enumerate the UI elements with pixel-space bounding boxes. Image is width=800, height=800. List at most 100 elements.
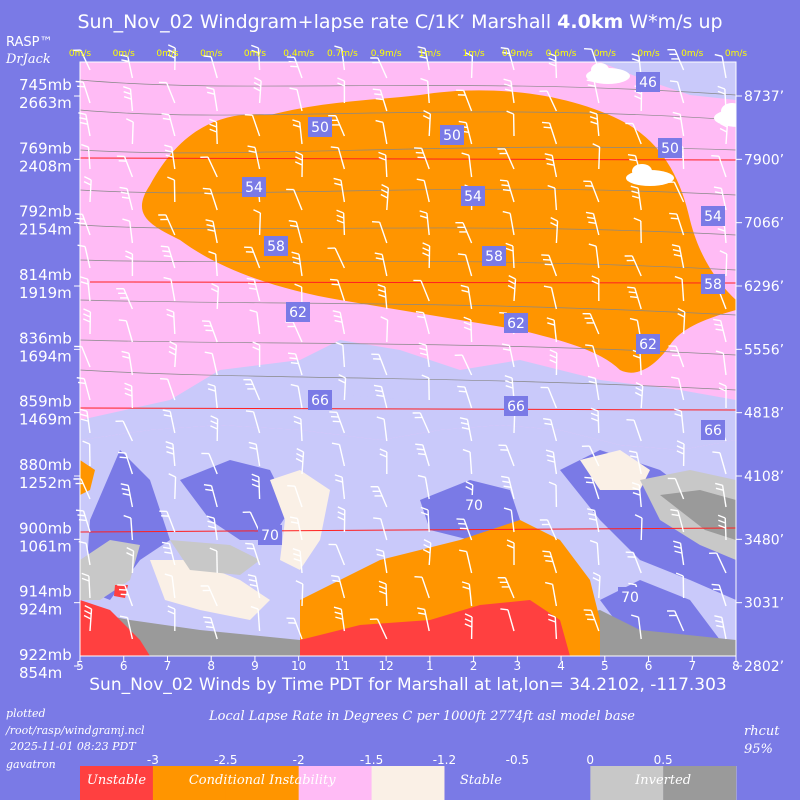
barb-feather: [711, 154, 719, 157]
barb-staff: [207, 585, 218, 607]
wind-barb: [677, 308, 686, 335]
barb-staff: [461, 354, 473, 376]
wind-barb: [671, 244, 685, 269]
barb-feather: [292, 124, 301, 128]
wind-barb: [673, 540, 685, 566]
wind-barb: [719, 117, 729, 145]
barb-feather: [421, 374, 430, 379]
legend-swatch: [80, 766, 154, 800]
legend-swatch-light: [590, 766, 664, 800]
level-lines: [80, 157, 736, 533]
barb-feather: [292, 548, 301, 552]
barb-staff: [170, 279, 176, 302]
wind-barb: [333, 177, 346, 203]
barb-staff: [424, 48, 430, 71]
barb-staff: [89, 609, 93, 632]
barb-feather: [676, 450, 685, 455]
barb-feather: [626, 418, 635, 421]
x-tick-label: 3: [514, 659, 522, 673]
wind-barb: [252, 341, 261, 367]
contour-label-box: [286, 302, 310, 322]
legend-tick-label: 0.5: [654, 753, 673, 767]
barb-feather: [374, 93, 382, 96]
wind-barb: [206, 86, 218, 112]
wstar-value: 0m/s: [594, 49, 617, 59]
barb-feather: [337, 506, 346, 511]
barb-feather: [501, 586, 510, 588]
barb-feather: [167, 49, 176, 54]
wind-barb: [373, 517, 388, 541]
barb-feather: [416, 448, 425, 451]
barb-feather: [84, 176, 92, 181]
barb-staff: [123, 288, 134, 310]
barb-feather: [415, 310, 424, 314]
barb-staff: [639, 352, 642, 376]
wind-barb: [671, 376, 685, 401]
level-m-label: 1694m: [19, 347, 72, 365]
plot-frame: [79, 61, 737, 657]
barb-staff: [383, 419, 388, 442]
wind-barb: [713, 318, 727, 343]
legend-tick-label: -3: [147, 753, 159, 767]
barb-feather: [503, 507, 512, 511]
wstar-value: 0.7m/s: [327, 49, 358, 59]
barb-feather: [160, 245, 169, 248]
barb-feather: [462, 448, 471, 453]
barb-feather: [117, 584, 125, 587]
barb-feather: [503, 485, 512, 489]
barb-staff: [467, 287, 473, 310]
barb-staff: [673, 181, 685, 203]
wind-barb: [73, 49, 91, 71]
wind-barb: [711, 583, 727, 607]
barb-staff: [301, 583, 304, 607]
barb-staff: [293, 57, 303, 79]
legend-category-label: Unstable: [87, 773, 146, 788]
barb-feather: [461, 289, 470, 293]
barb-staff: [468, 155, 473, 178]
wstar-row: 0m/s 0m/s 0m/s 0m/s 0m/s 0.4m/s 0.7m/s 0.9m/s 1m…: [69, 49, 748, 59]
barb-feather: [203, 324, 212, 327]
barb-staff: [253, 279, 261, 302]
wind-barb: [116, 288, 134, 310]
wind-barb: [292, 119, 303, 145]
barb-feather: [669, 80, 678, 83]
barb-feather: [378, 580, 387, 585]
wind-barb: [497, 148, 515, 170]
gray-region-1: [80, 540, 140, 600]
barb-staff: [633, 419, 642, 442]
barb-feather: [115, 420, 124, 423]
barb-staff: [382, 551, 388, 574]
barb-feather: [671, 354, 680, 357]
barb-staff: [83, 378, 91, 401]
barb-feather: [461, 426, 470, 430]
contour-label: 70: [621, 590, 639, 606]
barb-feather: [631, 58, 640, 62]
barb-feather: [371, 220, 380, 223]
barb-staff: [378, 354, 388, 376]
barb-feather: [83, 313, 91, 318]
barb-feather: [374, 495, 383, 497]
wind-barb: [158, 214, 176, 236]
barb-staff: [546, 90, 558, 112]
barb-staff: [504, 148, 515, 170]
barb-feather: [378, 156, 387, 161]
wind-barb: [592, 143, 601, 170]
barb-feather: [207, 520, 216, 524]
wind-barb: [581, 445, 600, 467]
barb-feather: [327, 247, 336, 250]
barb-staff: [378, 221, 388, 244]
legend-swatch: [225, 766, 300, 800]
wind-barb: [550, 217, 559, 244]
barb-staff: [172, 444, 176, 467]
wind-barb: [327, 247, 346, 269]
barb-feather: [419, 210, 428, 214]
barb-feather: [167, 610, 176, 615]
wind-barb: [248, 441, 261, 467]
wind-barb: [592, 572, 601, 599]
barb-feather: [292, 261, 301, 265]
wind-barb: [587, 508, 600, 533]
wstar-value: 0m/s: [200, 49, 223, 59]
barb-feather: [590, 407, 599, 412]
wind-barb: [500, 608, 515, 632]
barb-feather: [249, 309, 258, 313]
